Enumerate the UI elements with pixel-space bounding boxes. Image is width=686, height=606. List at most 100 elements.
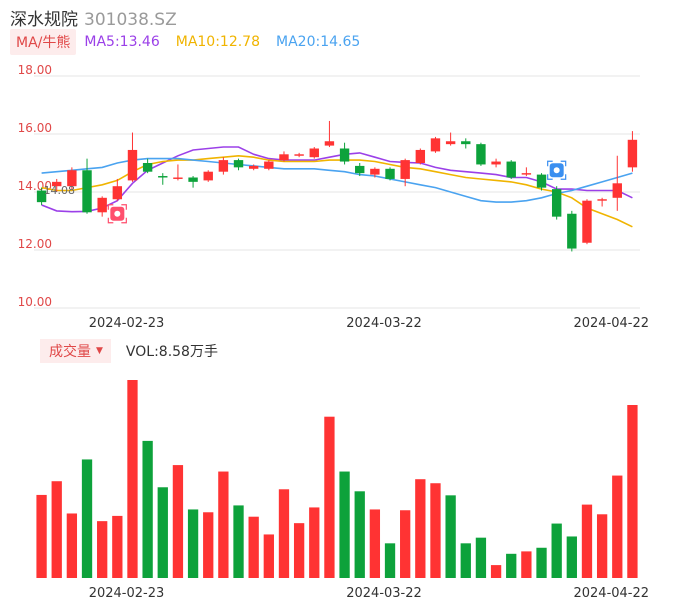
bear-icon-frame xyxy=(547,160,567,180)
candle-body xyxy=(294,154,304,156)
candle-body xyxy=(97,197,107,213)
candle-body xyxy=(551,189,562,217)
volume-bar xyxy=(536,547,547,578)
volume-date-tick-label: 2024-03-22 xyxy=(346,586,422,601)
candle-body xyxy=(597,199,607,201)
volume-bar xyxy=(97,521,108,578)
ma20-line xyxy=(41,157,633,203)
volume-bar xyxy=(566,536,577,578)
price-tick-label: 16.00 xyxy=(18,121,52,135)
volume-date-tick-label: 2024-04-22 xyxy=(573,586,649,601)
price-annotation: 14.08 xyxy=(44,184,75,197)
candle-body xyxy=(188,177,198,182)
volume-legend: 成交量 ▼ VOL:8.58万手 xyxy=(40,339,218,363)
price-tick-label: 10.00 xyxy=(18,295,52,309)
volume-bar xyxy=(278,489,290,578)
candle-body xyxy=(233,160,244,168)
date-tick-label: 2024-04-22 xyxy=(573,316,649,331)
candlestick xyxy=(52,178,62,192)
candle-body xyxy=(582,200,592,243)
candle-body xyxy=(112,186,123,200)
volume-bar xyxy=(506,553,517,578)
candle-body xyxy=(491,161,501,165)
caret-down-icon: ▼ xyxy=(96,346,103,356)
volume-bar xyxy=(460,543,471,578)
candle-body xyxy=(158,176,168,178)
bull-icon xyxy=(107,204,127,224)
volume-bar xyxy=(354,491,365,578)
ma5-legend: MA5:13.46 xyxy=(84,34,160,50)
volume-bar xyxy=(66,513,78,578)
candlestick xyxy=(415,148,426,165)
volume-bar xyxy=(475,537,487,578)
volume-bar xyxy=(521,551,532,578)
candle-body xyxy=(309,148,319,158)
volume-bar xyxy=(339,471,350,578)
candle-body xyxy=(506,161,516,178)
candlestick xyxy=(521,167,532,177)
candle-body xyxy=(445,141,456,145)
candlestick xyxy=(218,157,229,175)
volume-bar xyxy=(309,507,320,578)
candle-body xyxy=(324,141,335,146)
volume-bar xyxy=(218,471,229,578)
candle-body xyxy=(203,171,213,181)
volume-bar xyxy=(36,494,47,578)
volume-bar xyxy=(627,405,638,578)
candlestick xyxy=(82,158,92,214)
candle-body xyxy=(82,170,92,213)
candlestick xyxy=(67,167,77,190)
candlestick xyxy=(506,160,516,179)
candle-body xyxy=(385,168,395,179)
volume-value: VOL:8.58万手 xyxy=(125,344,218,360)
candle-body xyxy=(415,149,426,163)
bull-icon-face xyxy=(114,210,121,217)
volume-bar xyxy=(551,523,562,578)
volume-bar xyxy=(430,483,441,578)
candlestick xyxy=(36,187,47,206)
candle-body xyxy=(355,165,365,174)
candlestick xyxy=(400,158,410,187)
volume-bar xyxy=(233,505,244,578)
candle-body xyxy=(521,173,532,175)
volume-bar xyxy=(172,465,184,578)
candle-body xyxy=(67,170,77,187)
candlestick xyxy=(158,173,168,185)
indicator-selector[interactable]: MA/牛熊 xyxy=(10,29,77,55)
volume-bar xyxy=(81,459,93,578)
candlestick xyxy=(445,132,456,146)
volume-bar xyxy=(369,509,381,578)
candle-body xyxy=(339,148,350,162)
ma5-line xyxy=(41,146,633,213)
volume-bar xyxy=(384,543,396,578)
candlestick xyxy=(309,147,319,159)
candlestick xyxy=(264,160,274,171)
candle-body xyxy=(264,161,274,169)
candle-body xyxy=(400,160,410,179)
volume-bar xyxy=(51,481,62,578)
candle-body xyxy=(142,163,153,172)
candlestick xyxy=(188,176,198,188)
candlestick xyxy=(551,186,562,220)
price-tick-label: 14.00 xyxy=(18,179,52,193)
volume-bar xyxy=(415,479,426,578)
volume-bar xyxy=(112,515,123,578)
price-tick-label: 18.00 xyxy=(18,63,52,77)
candlestick xyxy=(339,142,350,165)
candle-body xyxy=(218,160,229,172)
volume-selector[interactable]: 成交量 ▼ xyxy=(40,339,111,363)
volume-selector-label: 成交量 xyxy=(49,344,91,360)
candle-body xyxy=(127,149,138,181)
indicator-legend: MA/牛熊 MA5:13.46 MA10:12.78 MA20:14.65 xyxy=(10,29,361,55)
volume-bar xyxy=(263,534,274,578)
candle-body xyxy=(627,139,638,168)
stock-name: 深水规院 xyxy=(10,10,78,30)
ma10-legend: MA10:12.78 xyxy=(175,34,261,50)
volume-bar xyxy=(142,440,153,578)
candlestick xyxy=(248,164,259,171)
candlestick xyxy=(112,178,123,201)
bear-icon-face xyxy=(553,167,560,174)
volume-bar xyxy=(490,565,502,578)
ma20-legend: MA20:14.65 xyxy=(276,34,361,50)
